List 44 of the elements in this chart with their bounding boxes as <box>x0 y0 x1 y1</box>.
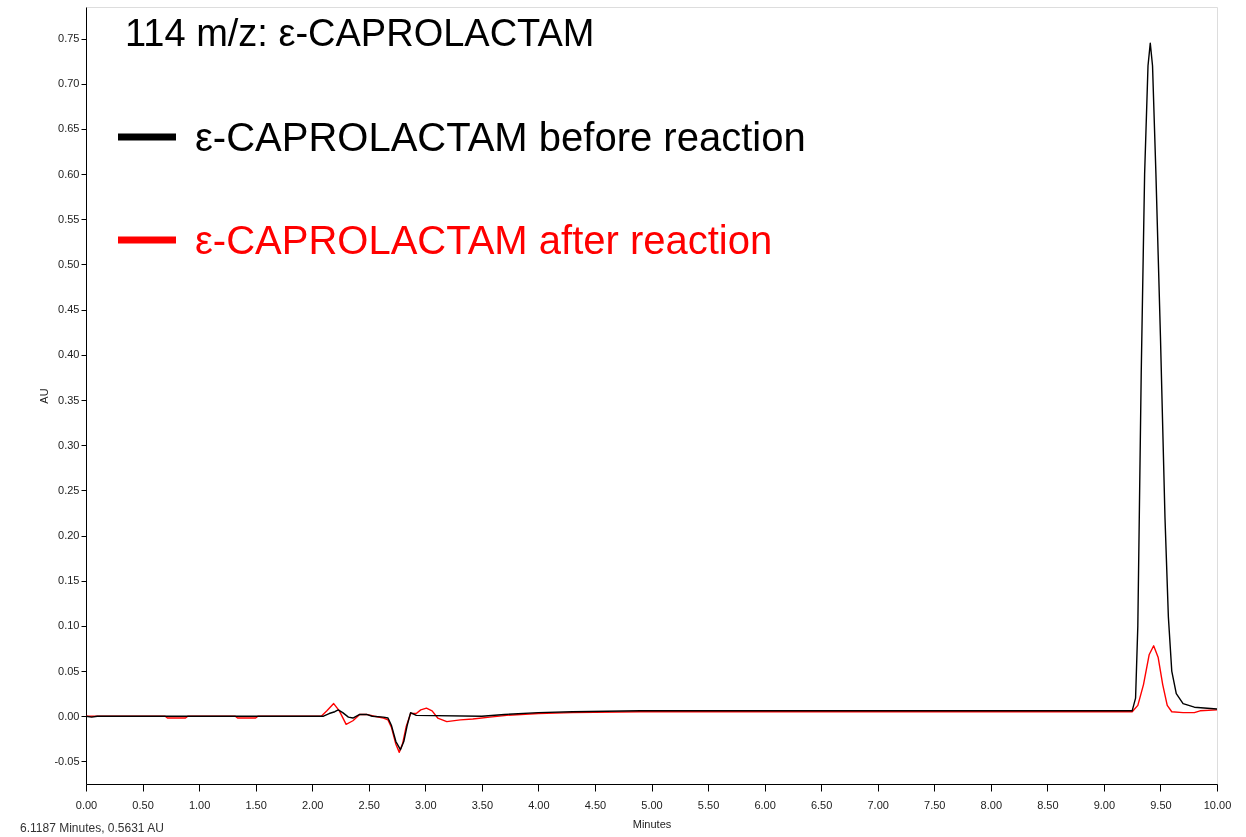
y-tick-label: 0.10 <box>58 619 80 632</box>
y-axis-title: AU <box>38 388 51 404</box>
x-tick-label: 9.00 <box>1093 798 1116 811</box>
x-axis-title: Minutes <box>632 817 672 830</box>
chart-title: 114 m/z: ε-CAPROLACTAM <box>125 12 595 54</box>
y-tick-label: -0.05 <box>54 754 80 767</box>
x-tick-label: 5.00 <box>641 798 663 811</box>
y-tick-label: 0.45 <box>58 303 80 316</box>
x-tick-label: 3.50 <box>471 798 494 811</box>
legend-label: ε-CAPROLACTAM before reaction <box>195 115 806 159</box>
x-tick-label: 0.50 <box>132 798 154 811</box>
y-tick-label: 0.75 <box>58 32 80 45</box>
x-tick-label: 1.50 <box>245 798 267 811</box>
x-tick-label: 5.50 <box>697 798 720 811</box>
y-tick-label: 0.55 <box>58 212 80 225</box>
x-tick-label: 6.00 <box>754 798 776 811</box>
y-tick-label: 0.20 <box>58 529 80 542</box>
y-tick-label: 0.40 <box>58 348 80 361</box>
y-tick-label: 0.15 <box>58 574 80 587</box>
x-tick-label: 2.50 <box>358 798 380 811</box>
y-tick-label: 0.05 <box>58 664 80 677</box>
y-tick-label: 0.60 <box>58 167 80 180</box>
x-tick-label: 10.00 <box>1203 798 1232 811</box>
legend-label: ε-CAPROLACTAM after reaction <box>195 218 773 262</box>
y-tick-label: 0.35 <box>58 393 80 406</box>
x-tick-label: 3.00 <box>415 798 437 811</box>
y-tick-label: 0.65 <box>58 122 80 135</box>
x-tick-label: 8.50 <box>1037 798 1059 811</box>
x-tick-label: 6.50 <box>810 798 833 811</box>
y-tick-label: 0.70 <box>58 77 80 90</box>
x-tick-label: 9.50 <box>1150 798 1172 811</box>
x-tick-label: 4.50 <box>584 798 607 811</box>
y-tick-label: 0.00 <box>58 709 80 722</box>
x-tick-label: 1.00 <box>188 798 211 811</box>
x-tick-label: 7.00 <box>867 798 889 811</box>
x-tick-label: 8.00 <box>980 798 1003 811</box>
y-tick-label: 0.50 <box>58 257 80 270</box>
y-tick-label: 0.25 <box>58 483 80 496</box>
x-tick-label: 0.00 <box>75 798 98 811</box>
x-tick-label: 2.00 <box>301 798 324 811</box>
x-tick-label: 4.00 <box>528 798 550 811</box>
y-tick-label: 0.30 <box>58 438 80 451</box>
x-tick-label: 7.50 <box>924 798 946 811</box>
text: 6.1187 Minutes, 0.5631 AU <box>20 821 164 835</box>
